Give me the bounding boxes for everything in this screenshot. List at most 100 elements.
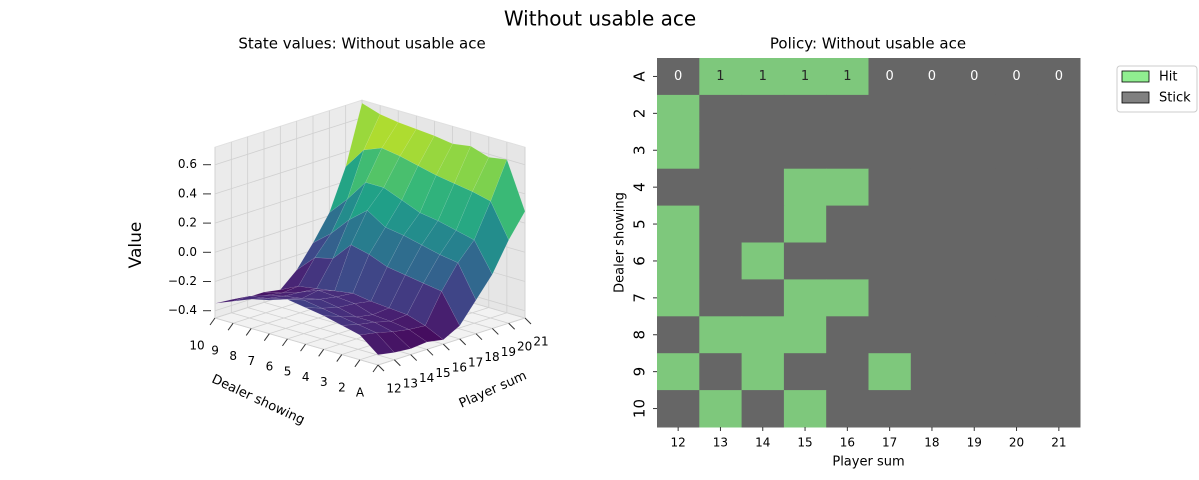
- cell-label: 0: [928, 69, 936, 84]
- heatmap-cell: [741, 168, 785, 207]
- y-tick-label: 10: [189, 339, 204, 353]
- heatmap-cell: [741, 353, 785, 391]
- legend-label: Stick: [1159, 91, 1191, 106]
- surface-face: [453, 145, 490, 192]
- surface-face: [323, 315, 359, 326]
- surface-face: [301, 290, 337, 300]
- x-tick-label: 19: [967, 436, 982, 450]
- heatmap-cell: [783, 279, 827, 317]
- surface-face: [267, 295, 303, 300]
- x-tick-label: 19: [501, 345, 516, 359]
- heatmap-cell: [657, 131, 700, 170]
- heatmap-cell: [953, 168, 996, 207]
- grid-line: [214, 117, 363, 166]
- cell-label: 1: [843, 69, 851, 84]
- surface-face: [296, 233, 332, 271]
- heatmap-cell: [783, 353, 827, 391]
- heatmap-cell: [1037, 353, 1081, 391]
- y-axis-label: Dealer showing: [613, 192, 628, 293]
- y-tick: [336, 354, 343, 362]
- z-tick-label: −0.2: [168, 274, 197, 288]
- x-tick: [491, 328, 499, 335]
- heatmap-cell: [826, 242, 869, 280]
- y-tick-label: 6: [266, 359, 274, 373]
- heatmap-cell: [699, 353, 743, 391]
- surface-face: [269, 298, 304, 301]
- grid-line: [214, 317, 379, 366]
- x-tick-label: 21: [1051, 436, 1066, 450]
- heatmap-cell: [826, 168, 869, 207]
- heatmap-cell: [699, 131, 743, 170]
- heatmap-cell: [910, 390, 954, 428]
- cell-label: 0: [674, 69, 682, 84]
- y-tick-label: 4: [631, 182, 649, 192]
- heatmap-cell: [995, 242, 1039, 280]
- heatmap-cell: [826, 353, 869, 391]
- heatmap-cell: [826, 205, 869, 243]
- heatmap-cell: [995, 279, 1039, 317]
- heatmap-cell: [699, 94, 743, 133]
- z-tick-label: 0.4: [178, 186, 197, 200]
- heatmap-cell: [995, 316, 1039, 354]
- x-axis-label: Player sum: [832, 455, 904, 470]
- heatmap-cell: [699, 168, 743, 207]
- y-tick: [318, 349, 325, 357]
- x-tick-label: 21: [533, 335, 548, 349]
- surface-face: [406, 282, 442, 327]
- x-tick: [442, 343, 450, 351]
- x-tick: [426, 348, 434, 356]
- x-tick-label: 15: [797, 436, 812, 450]
- heatmap-cell: [657, 316, 700, 354]
- x-tick-label: 12: [386, 382, 401, 396]
- heatmap-cell: [868, 353, 912, 391]
- surface-face: [408, 325, 444, 343]
- heatmap-cell: [910, 353, 954, 391]
- surface-face: [285, 298, 321, 301]
- y-tick-label: 3: [320, 375, 328, 389]
- heatmap-cell: [868, 205, 912, 243]
- y-tick-label: 4: [302, 370, 310, 384]
- y-tick-label: 3: [631, 145, 649, 155]
- surface-face: [359, 332, 395, 356]
- heatmap-cell: [1037, 131, 1081, 170]
- heatmap-cell: [910, 242, 954, 280]
- heatmap-cell: [741, 58, 785, 96]
- heatmap-cell: [783, 390, 827, 428]
- y-tick: [354, 359, 361, 368]
- heatmap-cell: [826, 58, 869, 96]
- y-tick-label: 10: [631, 399, 649, 418]
- heatmap-cell: [783, 316, 827, 354]
- y-tick-label: 8: [229, 349, 237, 363]
- cell-label: 0: [1012, 69, 1020, 84]
- x-tick: [475, 333, 483, 341]
- surface-face: [352, 254, 388, 302]
- x-tick: [377, 364, 385, 372]
- heatmap-cell: [953, 205, 996, 243]
- x-tick-label: 14: [755, 436, 770, 450]
- heatmap-cell: [699, 205, 743, 243]
- heatmap-cell: [741, 205, 785, 243]
- y-tick-label: 7: [248, 354, 256, 368]
- x-tick-label: 17: [882, 436, 897, 450]
- heatmap-cell: [910, 94, 954, 133]
- y-tick-label: 2: [631, 109, 649, 119]
- x-tick-label: 18: [924, 436, 939, 450]
- x-tick: [410, 354, 418, 361]
- heatmap-cell: [868, 168, 912, 207]
- heatmap-cell: [995, 205, 1039, 243]
- heatmap-cell: [699, 58, 743, 96]
- surface-face: [421, 220, 457, 255]
- heatmap-cell: [783, 168, 827, 207]
- heatmap-cell: [868, 316, 912, 354]
- heatmap-cell: [953, 316, 996, 354]
- heatmap-cell: [826, 390, 869, 428]
- heatmap-cell: [868, 390, 912, 428]
- x-tick-label: 12: [671, 436, 686, 450]
- x-tick-label: 17: [468, 355, 483, 369]
- x-tick-label: 16: [452, 361, 467, 375]
- heatmap-cell: [1037, 242, 1081, 280]
- surface-face: [368, 226, 404, 268]
- heatmap-cell: [953, 131, 996, 170]
- heatmap-cell: [699, 279, 743, 317]
- heatmap-cell: [699, 316, 743, 354]
